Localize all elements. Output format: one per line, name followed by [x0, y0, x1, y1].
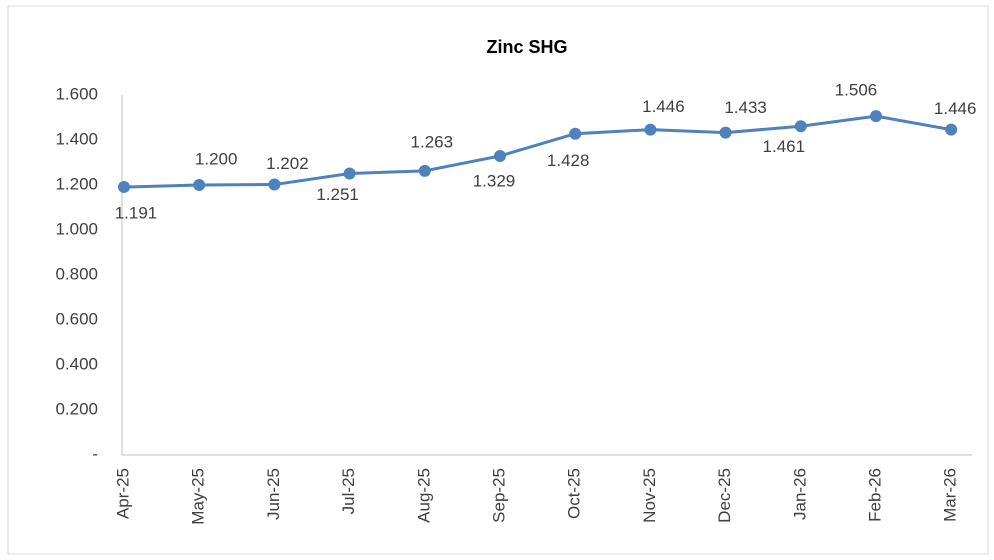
x-tick-label: Jan-26 [790, 468, 809, 520]
y-tick-label: - [92, 444, 98, 463]
data-label: 1.461 [763, 137, 806, 156]
data-point [794, 120, 807, 133]
chart-title: Zinc SHG [486, 37, 567, 57]
x-tick-label: Mar-26 [941, 468, 960, 522]
data-point [118, 181, 130, 194]
y-tick-label: 0.200 [55, 399, 98, 418]
data-point [719, 126, 732, 139]
data-label: 1.433 [724, 98, 767, 117]
data-label: 1.506 [835, 81, 878, 100]
data-point [418, 164, 431, 177]
x-tick-label: Sep-25 [489, 468, 508, 523]
data-point [870, 110, 882, 123]
x-tick-label: Dec-25 [715, 468, 734, 523]
x-tick-label: Nov-25 [640, 468, 659, 523]
x-tick-label: Apr-25 [113, 468, 132, 519]
y-tick-label: 0.600 [55, 309, 98, 328]
data-point [569, 127, 582, 140]
data-label: 1.446 [934, 99, 977, 118]
y-tick-label: 0.800 [55, 264, 98, 283]
data-label: 1.191 [115, 204, 158, 223]
data-point [193, 179, 206, 191]
x-tick-label: May-25 [189, 468, 208, 525]
data-label: 1.263 [411, 132, 454, 151]
data-point [343, 167, 356, 180]
x-tick-label: Aug-25 [414, 468, 433, 523]
data-label: 1.329 [473, 171, 516, 190]
x-tick-label: Jun-25 [264, 468, 283, 520]
data-point [644, 123, 657, 136]
data-point [945, 123, 958, 136]
data-point [268, 178, 281, 191]
data-point [494, 149, 506, 162]
x-tick-label: Feb-26 [865, 468, 884, 522]
y-tick-label: 1.400 [55, 129, 98, 148]
y-tick-label: 1.600 [55, 84, 98, 103]
x-tick-label: Jul-25 [339, 468, 358, 514]
data-label: 1.428 [547, 151, 590, 170]
x-tick-label: Oct-25 [565, 468, 584, 519]
line [123, 114, 952, 189]
chart-border [7, 5, 989, 555]
y-tick-label: 1.200 [55, 174, 98, 193]
y-tick-label: 1.000 [55, 219, 98, 238]
y-tick-label: 0.400 [55, 354, 98, 373]
data-label: 1.200 [195, 149, 238, 168]
data-label: 1.202 [266, 154, 309, 173]
data-label: 1.446 [642, 97, 685, 116]
data-label: 1.251 [316, 185, 359, 204]
